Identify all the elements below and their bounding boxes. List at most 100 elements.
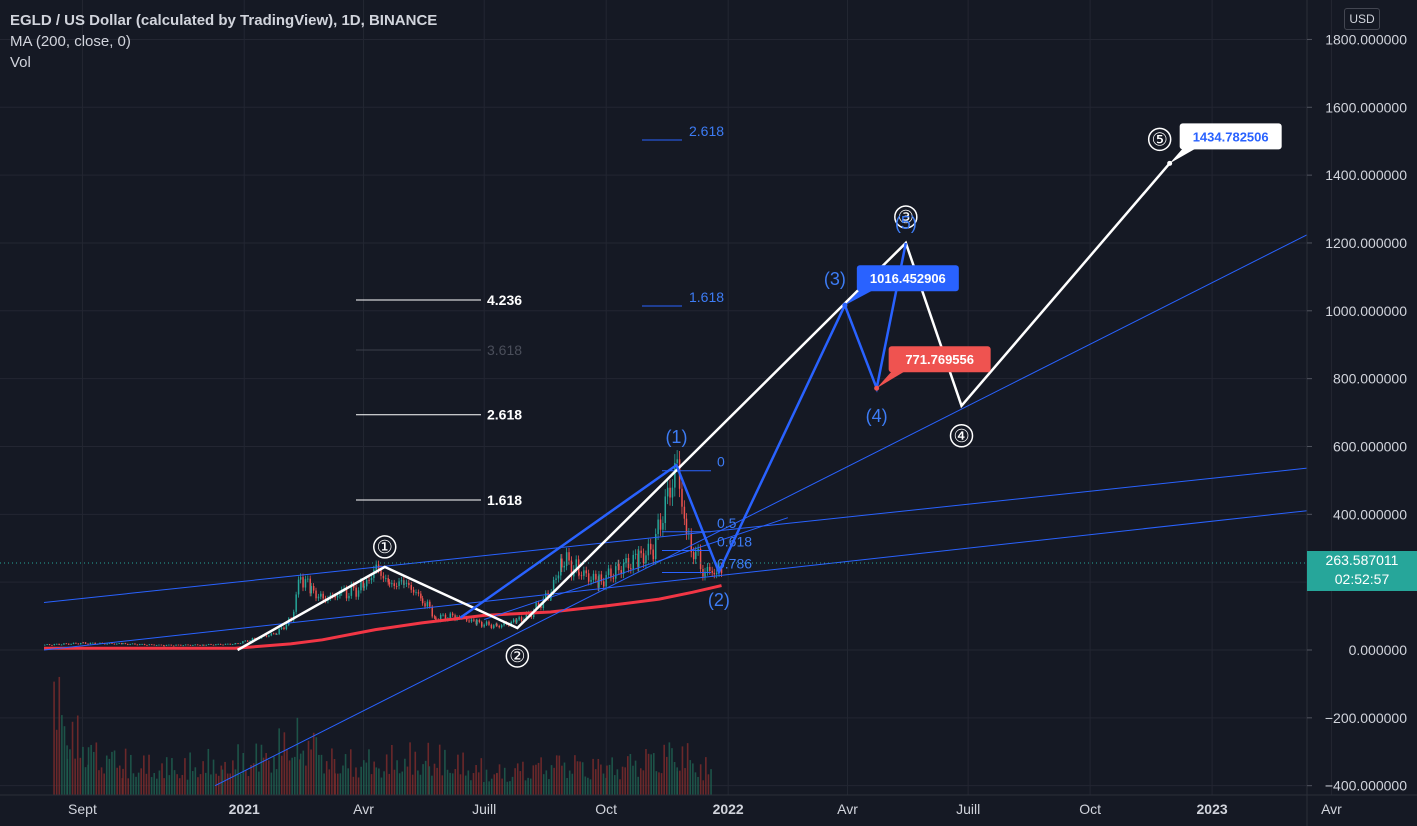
candle-body: [70, 643, 72, 645]
price-callout: 1016.452906: [842, 265, 959, 308]
y-tick-label: 1400.000000: [1325, 167, 1407, 183]
volume-bar: [444, 749, 446, 795]
volume-bar: [613, 775, 616, 795]
current-price-tag: 263.587011 02:52:57: [1307, 551, 1417, 591]
volume-bar: [514, 768, 516, 795]
volume-bar: [550, 765, 553, 795]
candle-body: [82, 642, 84, 644]
volume-bar: [315, 737, 318, 795]
symbol-title[interactable]: EGLD / US Dollar (calculated by TradingV…: [10, 12, 438, 29]
volume-bar: [178, 778, 181, 795]
volume-bar: [191, 771, 194, 795]
ma-indicator-label[interactable]: MA (200, close, 0): [10, 33, 131, 50]
candle-body: [345, 588, 348, 599]
volume-bar: [66, 758, 69, 795]
volume-bar: [388, 773, 391, 795]
candle-body: [429, 601, 431, 607]
volume-bar: [283, 732, 286, 795]
candle-body: [177, 644, 180, 646]
volume-bar: [699, 764, 702, 795]
volume-bar: [668, 742, 671, 795]
candle-body: [322, 593, 324, 599]
volume-bar: [336, 773, 339, 795]
candle-body: [561, 558, 563, 568]
volume-indicator-label[interactable]: Vol: [10, 54, 31, 71]
candle-body: [141, 644, 143, 645]
candle-body: [237, 643, 239, 645]
volume-bar: [116, 767, 118, 795]
volume-bar: [692, 763, 694, 795]
candle-body: [184, 644, 187, 646]
volume-bar: [545, 770, 548, 795]
volume-bar: [357, 777, 360, 795]
volume-bar: [158, 770, 161, 795]
x-tick-label: 2021: [229, 801, 260, 817]
x-tick-label: 2023: [1197, 801, 1228, 817]
wave-label: ②: [509, 646, 525, 667]
price-callout: 771.769556: [874, 346, 991, 391]
fib-extension-blue: 2.618 1.618: [642, 123, 724, 307]
candle-body: [56, 643, 58, 645]
candle-body: [380, 569, 382, 576]
volume-bar: [616, 769, 619, 795]
volume-bar: [398, 773, 401, 795]
volume-bar: [299, 753, 302, 795]
candle-body: [116, 643, 118, 645]
fib-level-label: 2.618: [689, 123, 724, 139]
candle-body: [449, 613, 452, 619]
volume-bar: [245, 770, 247, 795]
volume-bar: [161, 763, 163, 795]
volume-bar: [446, 769, 449, 795]
trendline: [214, 234, 1307, 787]
volume-bar: [168, 775, 171, 795]
candle-body: [683, 506, 686, 519]
candle-body: [80, 643, 82, 645]
candle-body: [592, 573, 595, 580]
volume-bar: [232, 760, 234, 795]
volume-bar: [360, 766, 362, 795]
candle-body: [676, 459, 678, 463]
volume-bar: [61, 715, 63, 795]
candle-body: [350, 584, 353, 596]
callout-text: 771.769556: [905, 352, 974, 367]
volume-bar: [522, 761, 524, 795]
volume-bar: [449, 772, 451, 795]
candle-body: [610, 568, 612, 578]
volume-bar: [226, 773, 229, 795]
candle-body: [352, 584, 355, 588]
candle-body: [552, 579, 555, 592]
candle-body: [620, 570, 623, 574]
currency-button[interactable]: USD: [1344, 8, 1380, 30]
fib-extension-white: 4.236 3.618 2.618 1.618: [356, 292, 522, 508]
candle-body: [525, 612, 528, 620]
volume-bar: [370, 774, 373, 795]
candle-body: [500, 625, 503, 628]
volume-bar: [626, 756, 629, 795]
volume-bar: [217, 775, 220, 795]
candle-body: [143, 644, 146, 645]
volume-bar: [255, 743, 258, 795]
candle-body: [605, 574, 607, 587]
volume-bar: [74, 758, 76, 795]
candle-body: [612, 577, 615, 579]
volume-bar: [247, 776, 250, 795]
candle-body: [357, 590, 360, 597]
wave-label-circle: [894, 205, 918, 229]
candle-body: [215, 644, 217, 646]
candle-body: [304, 579, 307, 588]
candle-body: [227, 643, 229, 645]
candle-body: [165, 644, 168, 646]
volume-bar: [470, 780, 472, 795]
volume-bar: [592, 758, 594, 795]
y-tick-label: 400.000000: [1333, 506, 1407, 522]
candle-body: [454, 615, 456, 620]
volume-bar: [171, 758, 173, 795]
candle-body: [212, 644, 215, 646]
candle-body: [711, 570, 713, 573]
volume-bar: [480, 758, 483, 795]
volume-bar: [472, 773, 475, 795]
volume-bar: [579, 761, 581, 795]
volume-bar: [663, 744, 665, 795]
